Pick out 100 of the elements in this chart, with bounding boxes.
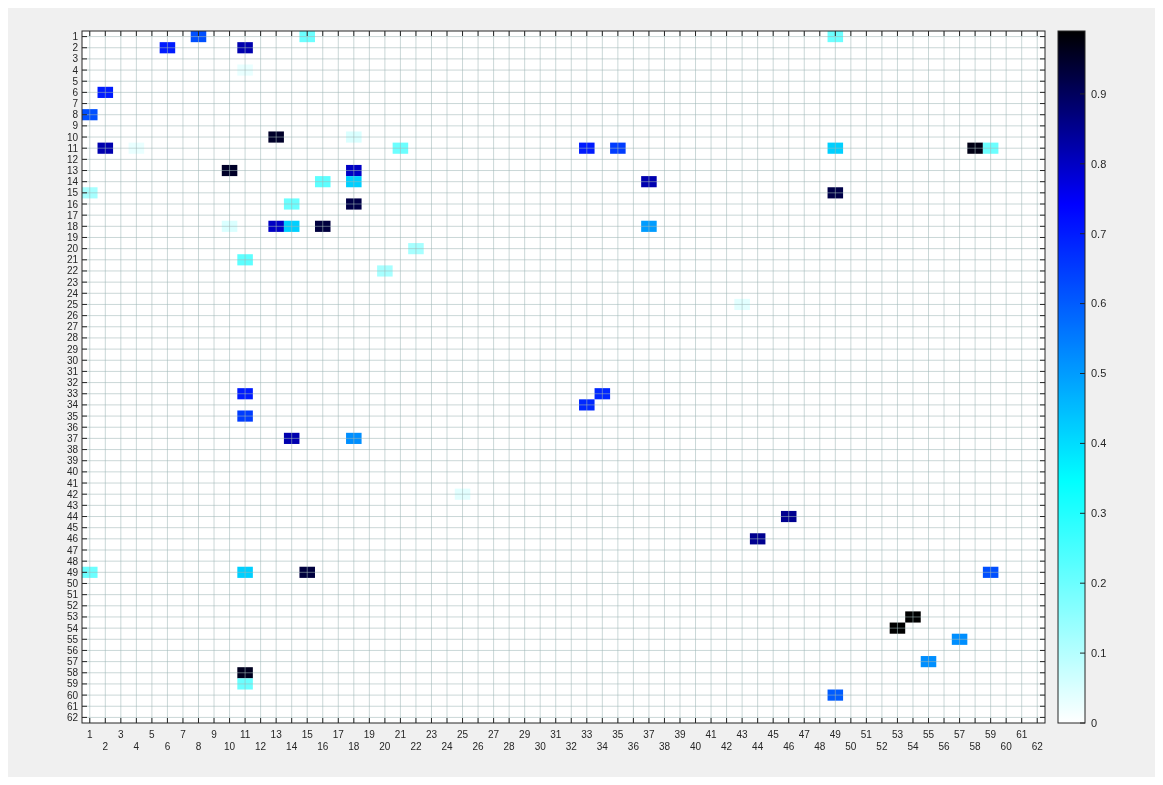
y-tick-label: 49: [66, 566, 79, 578]
y-tick-label: 36: [66, 421, 79, 433]
y-tick-label: 61: [66, 700, 79, 712]
x-tick-label: 6: [164, 741, 171, 752]
y-tick-label: 52: [66, 600, 79, 612]
y-tick-label: 21: [66, 254, 79, 266]
x-tick-label: 14: [286, 741, 298, 752]
y-tick-label: 48: [66, 555, 79, 567]
y-tick-label: 38: [66, 444, 79, 456]
y-tick-label: 28: [66, 332, 79, 344]
x-tick-label: 52: [876, 741, 888, 752]
y-tick-label: 31: [66, 365, 79, 377]
x-tick-label: 49: [829, 729, 842, 740]
color-bar-label: 0: [1091, 716, 1098, 729]
x-tick-label: 25: [456, 729, 469, 740]
y-tick-label: 13: [66, 165, 79, 177]
x-tick-label: 34: [596, 741, 609, 752]
y-tick-label: 11: [67, 142, 79, 154]
y-tick-label: 10: [66, 131, 79, 143]
y-tick-label: 40: [66, 466, 79, 478]
x-tick-label: 10: [223, 741, 236, 752]
x-tick-label: 20: [379, 741, 391, 752]
y-tick-label: 44: [66, 511, 79, 523]
x-tick-label: 50: [845, 741, 857, 752]
y-tick-label: 45: [66, 522, 79, 534]
y-tick-label: 37: [66, 432, 79, 444]
y-tick-label: 56: [66, 644, 79, 656]
x-tick-label: 60: [1000, 741, 1013, 752]
color-bar-label: 0.2: [1091, 577, 1107, 590]
y-tick-label: 34: [66, 399, 79, 411]
x-tick-label: 16: [317, 741, 329, 752]
x-tick-label: 62: [1031, 741, 1044, 752]
y-tick-label: 54: [66, 622, 79, 634]
y-tick-label: 15: [66, 187, 79, 199]
y-tick-label: 41: [66, 477, 79, 489]
y-tick-label: 17: [66, 209, 79, 221]
x-tick-label: 4: [133, 741, 140, 752]
color-bar-label: 0.7: [1091, 227, 1107, 240]
y-tick-label: 59: [66, 678, 79, 690]
x-tick-label: 51: [860, 729, 873, 740]
y-tick-label: 18: [66, 220, 79, 232]
y-tick-label: 58: [66, 667, 79, 679]
y-tick-label: 12: [66, 153, 79, 165]
x-tick-label: 46: [783, 741, 795, 752]
y-tick-label: 5: [72, 75, 79, 87]
x-tick-label: 12: [255, 741, 267, 752]
x-tick-label: 11: [239, 729, 251, 740]
y-tick-label: 16: [66, 198, 79, 210]
x-tick-label: 36: [627, 741, 640, 752]
y-tick-label: 57: [66, 656, 79, 668]
color-bar-label: 0.5: [1091, 367, 1107, 380]
y-tick-label: 55: [66, 633, 79, 645]
x-tick-label: 7: [180, 729, 187, 740]
x-tick-label: 57: [954, 729, 966, 740]
x-tick-label: 24: [441, 741, 454, 752]
y-tick-label: 20: [66, 243, 79, 255]
y-tick-label: 14: [66, 176, 79, 188]
x-tick-label: 22: [410, 741, 422, 752]
x-tick-label: 28: [503, 741, 516, 752]
y-tick-label: 46: [66, 533, 79, 545]
y-tick-label: 23: [66, 276, 79, 288]
x-tick-label: 43: [736, 729, 749, 740]
x-tick-label: 59: [985, 729, 997, 740]
color-bar-label: 0.9: [1091, 87, 1107, 100]
x-tick-label: 61: [1016, 729, 1028, 740]
y-tick-label: 30: [66, 354, 79, 366]
y-tick-label: 19: [66, 231, 79, 243]
y-tick-label: 26: [66, 310, 79, 322]
x-tick-label: 3: [118, 729, 125, 740]
y-tick-label: 42: [66, 488, 79, 500]
x-tick-label: 13: [270, 729, 283, 740]
x-tick-label: 39: [674, 729, 686, 740]
y-tick-label: 53: [66, 611, 79, 623]
y-tick-label: 50: [66, 577, 79, 589]
x-tick-label: 19: [363, 729, 376, 740]
x-tick-label: 1: [86, 729, 93, 740]
x-tick-label: 40: [689, 741, 702, 752]
x-tick-label: 56: [938, 741, 951, 752]
y-tick-label: 32: [66, 377, 79, 389]
x-tick-label: 30: [534, 741, 547, 752]
x-tick-label: 42: [721, 741, 733, 752]
y-tick-label: 22: [66, 265, 79, 277]
y-tick-label: 24: [66, 287, 79, 299]
y-tick-label: 27: [66, 321, 79, 333]
x-tick-label: 29: [519, 729, 531, 740]
x-tick-label: 17: [332, 729, 345, 740]
x-tick-label: 26: [472, 741, 485, 752]
y-tick-label: 43: [66, 499, 79, 511]
x-tick-label: 31: [550, 729, 562, 740]
x-tick-label: 8: [195, 741, 202, 752]
y-tick-label: 8: [72, 109, 79, 121]
y-tick-label: 25: [66, 298, 79, 310]
y-tick-label: 51: [66, 589, 79, 601]
y-tick-label: 60: [66, 689, 79, 701]
x-tick-label: 41: [705, 729, 718, 740]
x-tick-label: 5: [149, 729, 156, 740]
y-tick-label: 62: [66, 711, 79, 723]
y-tick-label: 7: [72, 98, 79, 110]
y-tick-label: 6: [72, 86, 79, 98]
x-tick-label: 33: [581, 729, 593, 740]
